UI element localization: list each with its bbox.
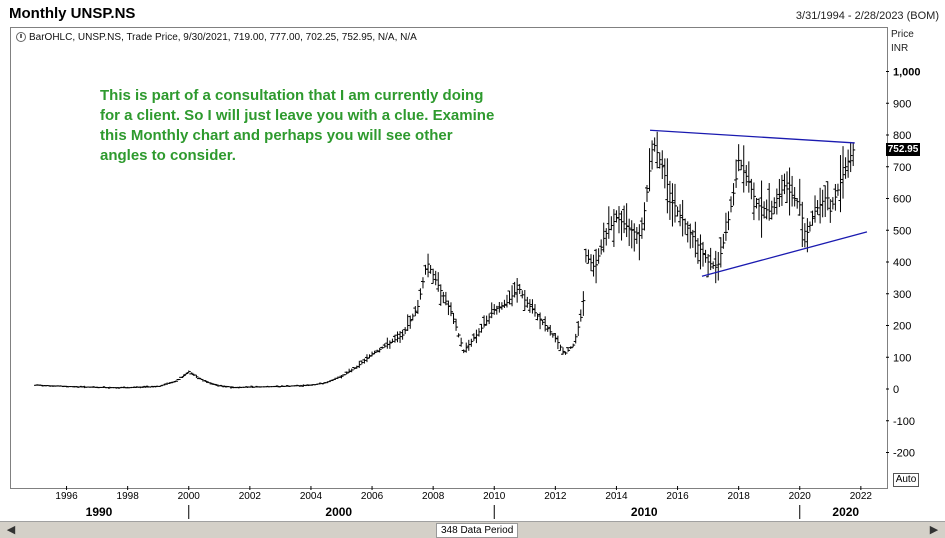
x-major-label: 1990: [86, 505, 113, 519]
y-tick-label: 500: [893, 225, 911, 237]
data-period-label[interactable]: 348 Data Period: [436, 523, 519, 538]
scroll-right-icon[interactable]: ▶: [929, 524, 939, 536]
x-tick-label: 2014: [605, 491, 628, 502]
x-tick-label: 2016: [666, 491, 689, 502]
x-major-label: 2000: [325, 505, 352, 519]
info-line: BarOHLC, UNSP.NS, Trade Price, 9/30/2021…: [16, 30, 417, 44]
date-range: 3/31/1994 - 2/28/2023 (BOM): [795, 10, 939, 22]
y-tick-label: 600: [893, 194, 911, 206]
x-tick-label: 2006: [361, 491, 384, 502]
chart-title: Monthly UNSP.NS: [9, 5, 136, 22]
y-tick-label: 0: [893, 384, 899, 396]
x-major-label: 2010: [631, 505, 658, 519]
horizontal-scrollbar[interactable]: ◀ 348 Data Period ▶: [0, 521, 945, 538]
y-tick-label: 300: [893, 289, 911, 301]
info-icon[interactable]: [16, 32, 26, 42]
x-tick-label: 2022: [850, 491, 873, 502]
y-tick-label: 800: [893, 130, 911, 142]
y-tick-label: 700: [893, 162, 911, 174]
auto-scale-button[interactable]: Auto: [893, 473, 919, 487]
y-axis-header: Price INR: [891, 28, 914, 56]
y-axis-unit-label: INR: [891, 43, 909, 54]
x-tick-label: 2010: [483, 491, 506, 502]
y-tick-label: 1,000: [893, 67, 921, 79]
annotation-text: This is part of a consultation that I am…: [100, 87, 495, 164]
scroll-left-icon[interactable]: ◀: [6, 524, 16, 536]
y-tick-label: -100: [893, 416, 915, 428]
y-tick-label: 200: [893, 321, 911, 333]
x-tick-label: 2018: [728, 491, 751, 502]
x-tick-label: 2020: [789, 491, 812, 502]
last-price-badge: 752.95: [886, 143, 920, 156]
x-tick-label: 2008: [422, 491, 445, 502]
x-tick-label: 2000: [178, 491, 201, 502]
ohlc-bars: [34, 131, 856, 389]
x-tick-label: 1998: [117, 491, 140, 502]
info-text: BarOHLC, UNSP.NS, Trade Price, 9/30/2021…: [29, 31, 417, 43]
chart-plot-area[interactable]: [10, 27, 888, 489]
price-chart: -200 -100 0 100 200 300 400 500 600 700 800 900 1,00…: [34, 67, 921, 519]
x-tick-label: 2012: [544, 491, 567, 502]
x-tick-label: 2004: [300, 491, 323, 502]
y-tick-label: 100: [893, 352, 911, 364]
y-tick-label: 400: [893, 257, 911, 269]
x-tick-label: 1996: [55, 491, 78, 502]
trendline-upper[interactable]: [650, 129, 855, 144]
y-tick-label: -200: [893, 448, 915, 460]
trendline-lower[interactable]: [701, 231, 868, 277]
y-tick-label: 900: [893, 98, 911, 110]
x-tick-label: 2002: [239, 491, 262, 502]
y-axis-price-label: Price: [891, 29, 914, 40]
x-major-label: 2020: [832, 505, 859, 519]
